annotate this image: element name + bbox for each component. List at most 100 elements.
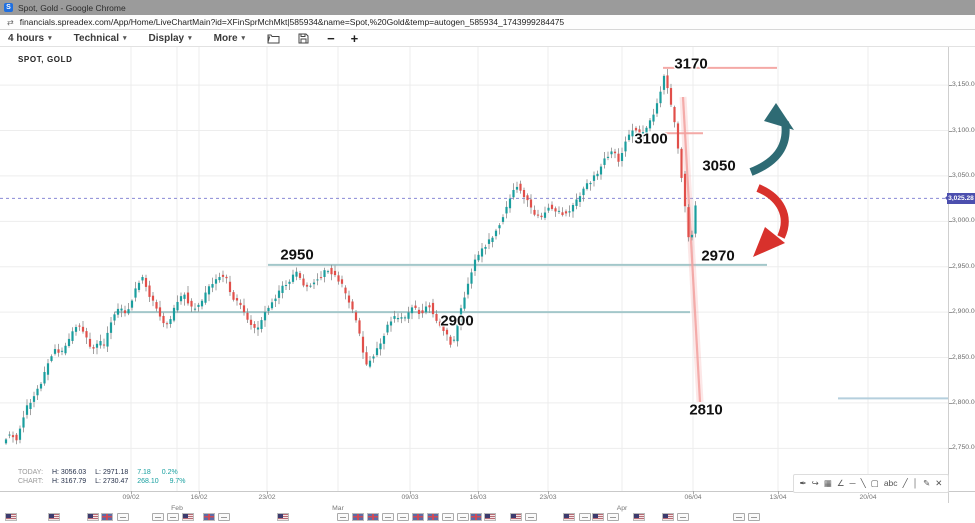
candle-body	[540, 215, 543, 218]
flag-icon-us[interactable]	[277, 513, 289, 521]
calendar-event-icon[interactable]	[382, 513, 394, 521]
flag-icon-gb[interactable]	[367, 513, 379, 521]
cursor-tool[interactable]: ✒	[799, 478, 807, 489]
flag-icon-gb[interactable]	[412, 513, 424, 521]
candle-body	[326, 271, 330, 273]
calendar-event-icon[interactable]	[733, 513, 745, 521]
text-tool[interactable]: abc	[883, 478, 898, 489]
candle-body	[95, 343, 99, 348]
candle-body	[141, 277, 144, 281]
candle-body	[81, 326, 85, 332]
annotation-label-3050[interactable]: 3050	[702, 157, 736, 175]
calendar-event-icon[interactable]	[442, 513, 454, 521]
chart-change-pct: 9.7%	[169, 478, 186, 485]
line-tool[interactable]: ╱	[902, 478, 908, 489]
calendar-event-icon[interactable]	[337, 513, 349, 521]
chevron-down-icon: ▾	[241, 35, 246, 42]
flag-icon-us[interactable]	[592, 513, 604, 521]
flag-icon-gb[interactable]	[470, 513, 482, 521]
candle-body	[253, 324, 256, 328]
calendar-event-icon[interactable]	[117, 513, 129, 521]
candle-body	[106, 332, 109, 347]
flag-icon-gb[interactable]	[427, 513, 439, 521]
calendar-event-icon[interactable]	[579, 513, 591, 521]
date-tick	[693, 491, 694, 494]
date-tick-label: 13/04	[769, 494, 787, 501]
calendar-event-icon[interactable]	[218, 513, 230, 521]
angle-tool[interactable]: ∠	[836, 478, 845, 489]
date-tick	[131, 491, 132, 494]
candle-body	[337, 275, 340, 282]
trendline-tool[interactable]: ╲	[860, 478, 866, 489]
bounce-up-arrow-annotation[interactable]	[749, 103, 794, 176]
pencil-tool[interactable]: ✎	[923, 478, 931, 489]
candle-body	[459, 308, 463, 326]
flag-icon-us[interactable]	[662, 513, 674, 521]
period-dropdown[interactable]: 4 hours ▾	[8, 33, 52, 44]
flag-icon-us[interactable]	[182, 513, 194, 521]
calendar-event-icon[interactable]	[677, 513, 689, 521]
crash-trendline[interactable]	[681, 96, 702, 403]
flag-icon-us[interactable]	[5, 513, 17, 521]
price-axis[interactable]: 3,150.00 3,100.00 3,050.00 3,000.00 2,950.00…	[948, 47, 975, 503]
flag-icon-us[interactable]	[633, 513, 645, 521]
annotation-label-2810[interactable]: 2810	[689, 401, 723, 419]
calendar-event-icon[interactable]	[525, 513, 537, 521]
flag-icon-gb[interactable]	[352, 513, 364, 521]
calendar-event-icon[interactable]	[748, 513, 760, 521]
flag-icon-us[interactable]	[484, 513, 496, 521]
candle-body	[67, 338, 71, 346]
save-icon[interactable]	[298, 33, 309, 44]
price-tick	[949, 312, 952, 314]
candle-body	[606, 156, 610, 158]
display-dropdown[interactable]: Display ▾	[149, 33, 192, 44]
candle-body	[281, 285, 284, 293]
open-folder-icon[interactable]	[267, 33, 280, 44]
flag-icon-gb[interactable]	[101, 513, 113, 521]
zoom-out-button[interactable]: −	[327, 30, 335, 46]
calendar-event-icon[interactable]	[167, 513, 179, 521]
month-label: Mar	[332, 505, 344, 512]
calendar-event-icon[interactable]	[397, 513, 409, 521]
calendar-event-icon[interactable]	[457, 513, 469, 521]
url-bar[interactable]: ⇄ financials.spreadex.com/App/Home/LiveC…	[0, 15, 975, 30]
annotation-label-2950[interactable]: 2950	[280, 246, 314, 264]
hline-tool[interactable]: ─	[849, 478, 856, 489]
grid-tool[interactable]: ▦	[823, 478, 832, 489]
candle-body	[235, 298, 239, 301]
candle-body	[88, 338, 92, 347]
url-text[interactable]: financials.spreadex.com/App/Home/LiveCha…	[19, 17, 565, 27]
candle-body	[291, 274, 295, 282]
candle-body	[438, 321, 442, 326]
flag-icon-gb[interactable]	[203, 513, 215, 521]
continue-down-arrow-annotation[interactable]	[753, 184, 789, 257]
annotation-label-2970[interactable]: 2970	[701, 247, 735, 265]
more-dropdown-label: More	[213, 32, 238, 44]
close-tools[interactable]: ✕	[935, 478, 943, 489]
date-tick-label: 16/02	[190, 494, 208, 501]
curve-tool[interactable]: ↪	[811, 478, 819, 489]
price-tick	[949, 221, 952, 223]
rect-tool[interactable]: ▢	[870, 478, 879, 489]
technical-dropdown[interactable]: Technical ▾	[74, 33, 127, 44]
candle-body	[694, 205, 697, 234]
candle-body	[267, 307, 270, 312]
annotation-label-2900[interactable]: 2900	[440, 312, 474, 330]
candle-body	[617, 153, 620, 162]
candle-body	[393, 316, 396, 319]
candle-body	[92, 347, 95, 349]
flag-icon-us[interactable]	[510, 513, 522, 521]
price-tick	[949, 402, 952, 404]
flag-icon-us[interactable]	[563, 513, 575, 521]
annotation-label-3100[interactable]: 3100	[634, 130, 668, 148]
annotation-label-3170[interactable]: 3170	[674, 55, 708, 73]
calendar-event-icon[interactable]	[607, 513, 619, 521]
flag-icon-us[interactable]	[48, 513, 60, 521]
more-dropdown[interactable]: More ▾	[214, 33, 245, 44]
flag-icon-us[interactable]	[87, 513, 99, 521]
candle-body	[64, 345, 67, 354]
zoom-in-button[interactable]: +	[350, 30, 359, 46]
calendar-event-icon[interactable]	[152, 513, 164, 521]
chevron-down-icon: ▾	[123, 35, 127, 42]
